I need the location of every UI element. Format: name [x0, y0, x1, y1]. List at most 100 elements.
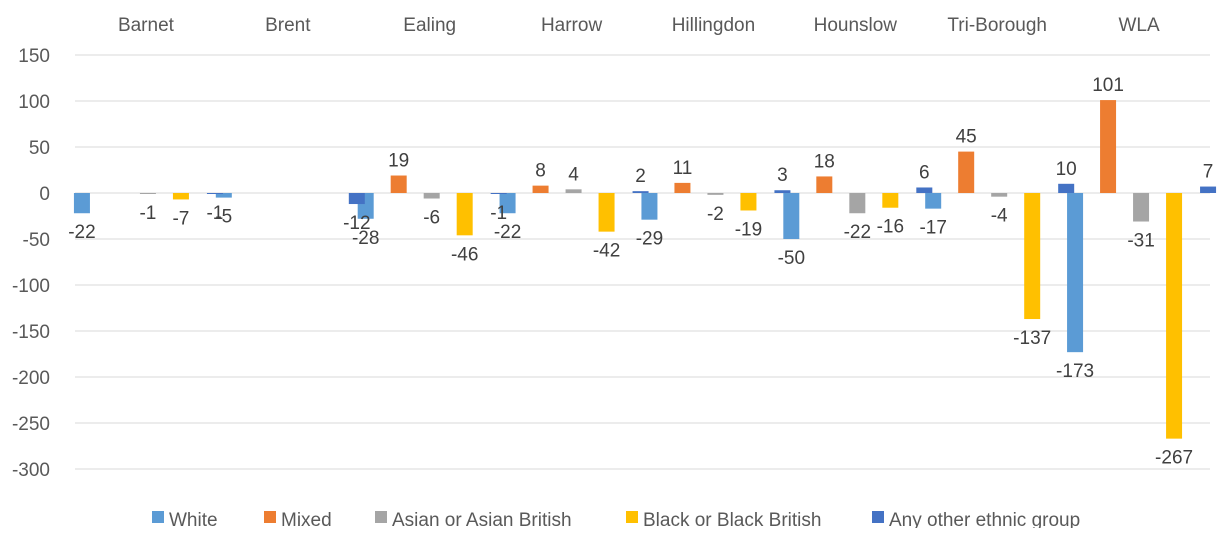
bar	[390, 175, 407, 193]
legend: White Mixed Asian or Asian British Black or…	[152, 510, 1080, 531]
data-label: -137	[1013, 328, 1051, 349]
data-label: -19	[735, 219, 762, 240]
bar	[816, 176, 833, 193]
data-label: -22	[844, 222, 871, 243]
bar	[641, 193, 658, 220]
bar	[1024, 193, 1041, 320]
category-label: WLA	[1118, 15, 1160, 36]
bar	[172, 193, 189, 200]
y-tick-label: 150	[18, 46, 50, 67]
bar	[925, 193, 942, 209]
legend-label: Black or Black British	[643, 510, 821, 528]
bar	[1100, 100, 1117, 193]
legend-swatch	[626, 511, 638, 523]
bar	[1200, 186, 1217, 193]
data-label: 10	[1056, 159, 1077, 180]
bar	[916, 187, 933, 193]
legend-item: Black or Black British	[626, 510, 821, 531]
category-label: Tri-Borough	[947, 15, 1047, 36]
legend-item: White	[152, 510, 218, 531]
y-tick-label: -200	[12, 368, 50, 389]
bar	[139, 193, 156, 194]
data-label: 7	[1203, 162, 1214, 183]
legend-swatch	[872, 511, 884, 523]
data-label: -173	[1056, 361, 1094, 382]
data-label: -1	[490, 203, 507, 224]
bar	[423, 193, 440, 199]
data-label: -267	[1155, 448, 1193, 469]
bar	[1133, 193, 1150, 222]
data-label: -50	[778, 248, 805, 269]
bar	[849, 193, 866, 214]
legend-label: White	[169, 510, 218, 528]
data-label: 11	[673, 158, 693, 179]
y-tick-label: 50	[29, 138, 50, 159]
y-tick-label: -50	[23, 230, 50, 251]
category-label: Barnet	[118, 15, 175, 36]
legend-item: Asian or Asian British	[375, 510, 572, 531]
bar	[1166, 193, 1183, 439]
y-axis-ticks: 150 100 50 0 -50 -100 -150 -200 -250 -300	[12, 46, 50, 481]
bar	[774, 190, 791, 193]
data-label: 2	[635, 166, 646, 187]
bar	[73, 193, 90, 214]
bar	[490, 193, 507, 194]
data-label: -12	[343, 213, 370, 234]
category-label: Ealing	[403, 15, 456, 36]
legend-swatch	[264, 511, 276, 523]
data-label: -5	[215, 207, 232, 228]
data-label: -7	[172, 208, 189, 229]
legend-label: Mixed	[281, 510, 332, 528]
legend-label: Any other ethnic group	[889, 510, 1080, 528]
bar	[632, 191, 649, 193]
category-label: Hillingdon	[672, 15, 755, 36]
data-label: 101	[1092, 75, 1124, 96]
data-label: -42	[593, 241, 620, 262]
legend-item: Any other ethnic group	[872, 510, 1080, 531]
bar	[348, 193, 365, 205]
data-label: -2	[707, 204, 724, 225]
bar	[598, 193, 615, 232]
bar	[882, 193, 899, 208]
legend-label: Asian or Asian British	[392, 510, 572, 528]
legend-swatch	[375, 511, 387, 523]
legend-swatch	[152, 511, 164, 523]
data-label: -22	[68, 222, 95, 243]
bar	[674, 182, 691, 193]
data-label: 6	[919, 162, 930, 183]
bar	[215, 193, 232, 198]
bar	[206, 193, 223, 194]
data-label: 8	[535, 161, 546, 182]
data-label: -22	[494, 222, 521, 243]
bar	[565, 189, 582, 193]
bar	[740, 193, 757, 211]
bar	[958, 151, 975, 193]
data-label: -29	[636, 229, 663, 250]
data-label: -31	[1127, 231, 1154, 252]
y-tick-label: 100	[18, 92, 50, 113]
bar	[991, 193, 1008, 197]
data-label: -17	[919, 218, 946, 239]
y-tick-label: -100	[12, 276, 50, 297]
data-label: -4	[991, 206, 1008, 227]
data-label: -16	[877, 217, 904, 238]
bar	[707, 193, 724, 195]
bar	[783, 193, 800, 239]
data-label: 18	[814, 151, 835, 172]
bar	[1067, 193, 1084, 353]
y-tick-label: -150	[12, 322, 50, 343]
category-label: Hounslow	[814, 15, 898, 36]
data-label: 3	[777, 165, 788, 186]
bar	[1058, 183, 1075, 193]
data-label: -28	[352, 228, 379, 249]
y-tick-label: -300	[12, 460, 50, 481]
data-label: -1	[206, 203, 223, 224]
bar	[499, 193, 516, 214]
legend-item: Mixed	[264, 510, 332, 531]
bar	[532, 185, 549, 193]
category-label: Harrow	[541, 15, 603, 36]
bars	[73, 100, 1217, 439]
